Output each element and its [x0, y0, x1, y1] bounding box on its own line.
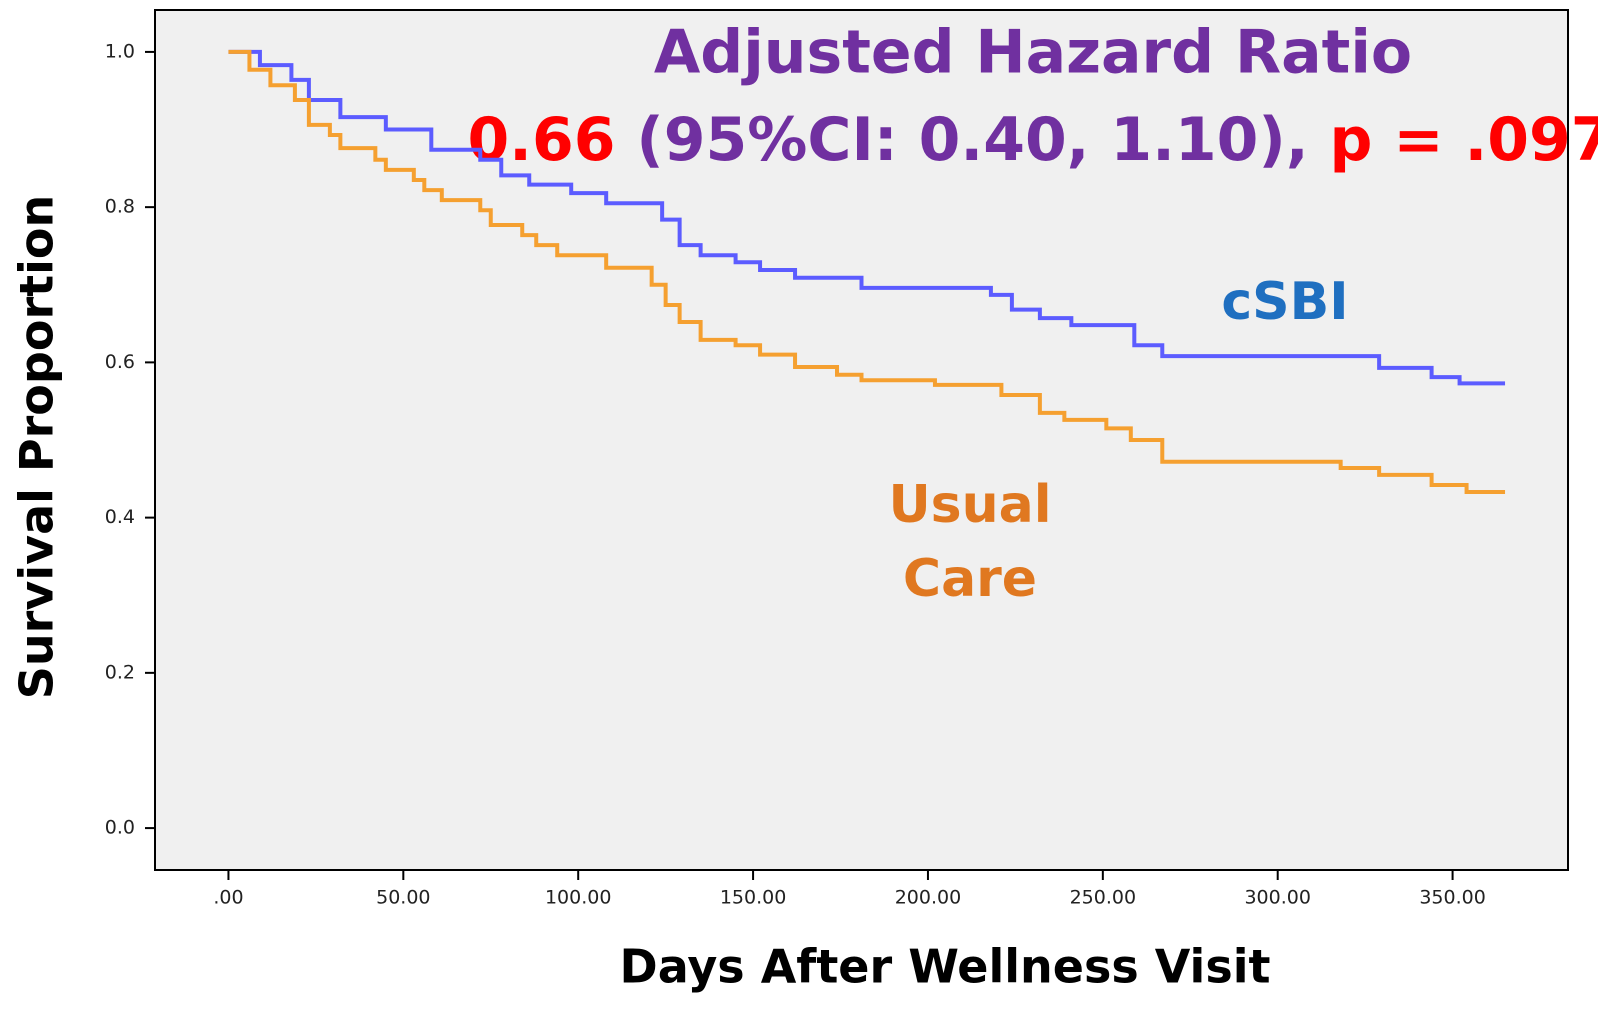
- y-tick-label: 0.8: [105, 196, 135, 218]
- x-tick-label: 250.00: [1070, 887, 1136, 909]
- y-tick-label: 0.2: [105, 661, 135, 683]
- x-tick-label: 50.00: [376, 887, 430, 909]
- y-axis-label: Survival Proportion: [10, 195, 64, 699]
- annotation-title: Adjusted Hazard Ratio: [654, 18, 1412, 88]
- annotation-line: 0.66 (95%CI: 0.40, 1.10), p = .097: [467, 105, 1598, 175]
- annotation-part: 0.66: [467, 105, 615, 175]
- y-tick-label: 1.0: [105, 40, 135, 62]
- x-tick-label: 200.00: [895, 887, 961, 909]
- x-tick-label: 300.00: [1244, 887, 1310, 909]
- x-tick-label: 150.00: [720, 887, 786, 909]
- x-tick-label: 100.00: [545, 887, 611, 909]
- plot-area: [154, 9, 1569, 871]
- survival-line: [228, 49, 1506, 386]
- series-label: cSBI: [1221, 272, 1349, 332]
- y-tick-label: 0.6: [105, 351, 135, 373]
- x-axis-label: Days After Wellness Visit: [620, 940, 1271, 994]
- x-tick-label: .00: [213, 887, 243, 909]
- y-tick-label: 0.0: [105, 817, 135, 839]
- annotation-part: (95%CI: 0.40, 1.10),: [615, 105, 1329, 175]
- x-tick-label: 350.00: [1419, 887, 1485, 909]
- series-label: Usual Care: [888, 475, 1052, 609]
- annotation-part: p = .097: [1330, 105, 1598, 175]
- y-tick-label: 0.4: [105, 506, 135, 528]
- survival-line: [228, 49, 1506, 495]
